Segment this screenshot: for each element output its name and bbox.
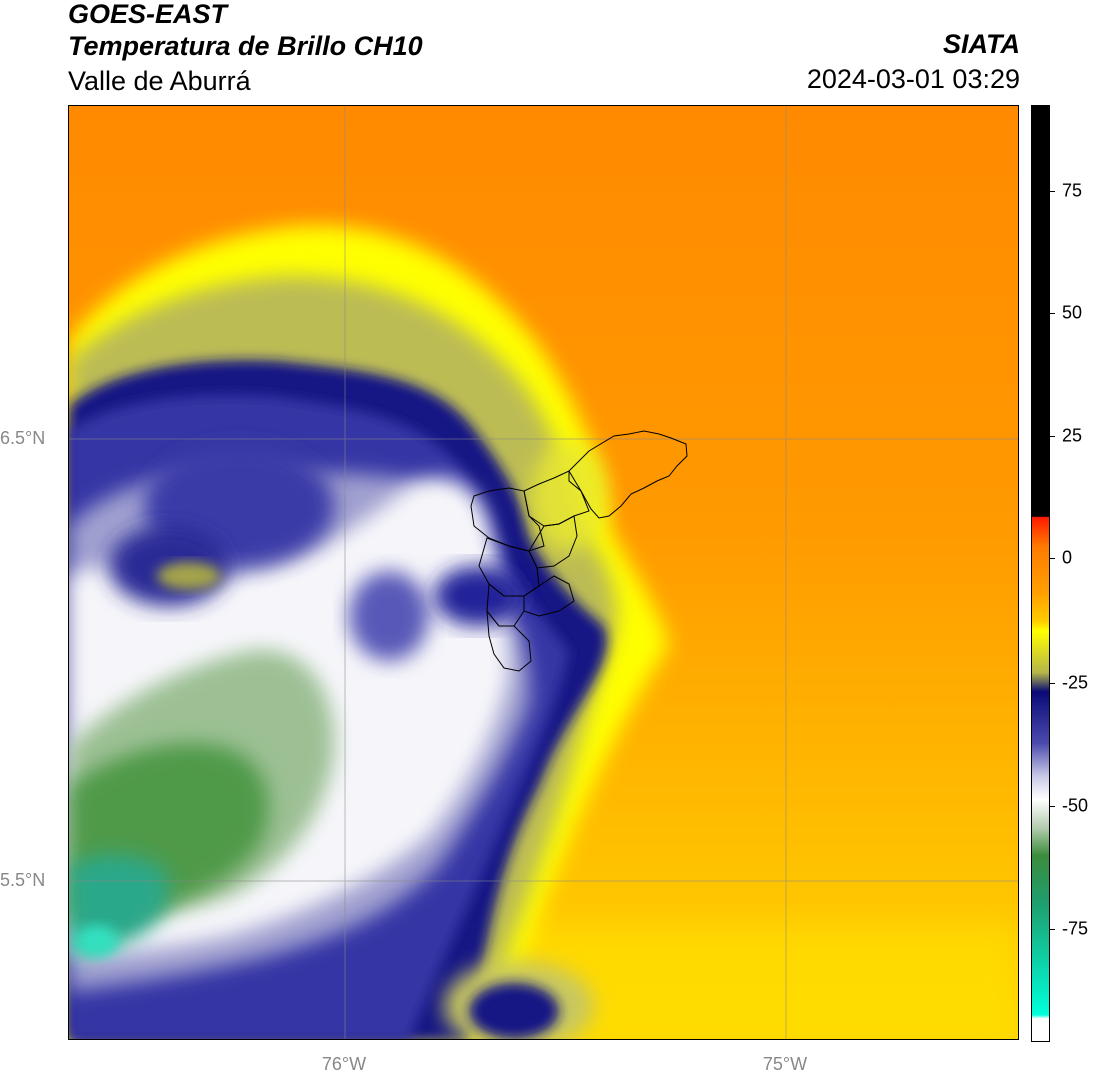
lat-label-6.5: 6.5°N <box>0 428 46 448</box>
satellite-title: GOES-EAST <box>68 0 228 29</box>
title-block: GOES-EAST Temperatura de Brillo CH10 Val… <box>68 0 423 100</box>
header-right: SIATA 2024-03-01 03:29 <box>807 28 1020 98</box>
boundary-north-central <box>523 470 590 527</box>
organization-label: SIATA <box>943 29 1020 59</box>
colorbar-tick <box>1050 929 1055 930</box>
brightness-temperature-map[interactable] <box>69 106 1019 1040</box>
municipality-boundaries <box>470 430 688 672</box>
boundary-north-east <box>568 430 688 519</box>
colorbar-label-50: 50 <box>1062 302 1083 323</box>
yellow-patch <box>531 441 607 551</box>
bottom-cell-navy <box>469 983 559 1039</box>
lon-label-75: 75°W <box>762 1054 808 1074</box>
colorbar-label-75: 75 <box>1062 180 1083 201</box>
colorbar-tick <box>1050 313 1055 314</box>
colorbar-gradient <box>1032 106 1049 1041</box>
colorbar-tick <box>1050 191 1055 192</box>
colorbar <box>1031 105 1050 1042</box>
colorbar-label-minus25: -25 <box>1062 672 1089 693</box>
boundary-north-west <box>470 487 545 552</box>
colorbar-label-minus75: -75 <box>1062 918 1089 939</box>
product-title: Temperatura de Brillo CH10 <box>68 31 423 61</box>
colorbar-tick <box>1050 558 1055 559</box>
internal-blue-blob <box>434 566 524 626</box>
lon-label-76: 76°W <box>321 1054 367 1074</box>
colorbar-tick <box>1050 806 1055 807</box>
map-panel[interactable] <box>68 105 1019 1040</box>
boundary-south-east <box>523 575 575 617</box>
boundary-south <box>486 609 532 672</box>
internal-blue-blob <box>349 571 429 661</box>
gridlines <box>69 106 1018 1039</box>
colorbar-tick <box>1050 436 1055 437</box>
internal-olive-spot <box>157 562 221 590</box>
region-subtitle: Valle de Aburrá <box>68 66 251 96</box>
colorbar-tick <box>1050 683 1055 684</box>
colorbar-label-minus50: -50 <box>1062 795 1089 816</box>
lat-label-5.5: 5.5°N <box>0 870 46 890</box>
coldest-spot-cyan <box>75 925 119 957</box>
colorbar-label-0: 0 <box>1062 547 1073 568</box>
timestamp-label: 2024-03-01 03:29 <box>806 64 1020 94</box>
colorbar-label-25: 25 <box>1062 425 1083 446</box>
